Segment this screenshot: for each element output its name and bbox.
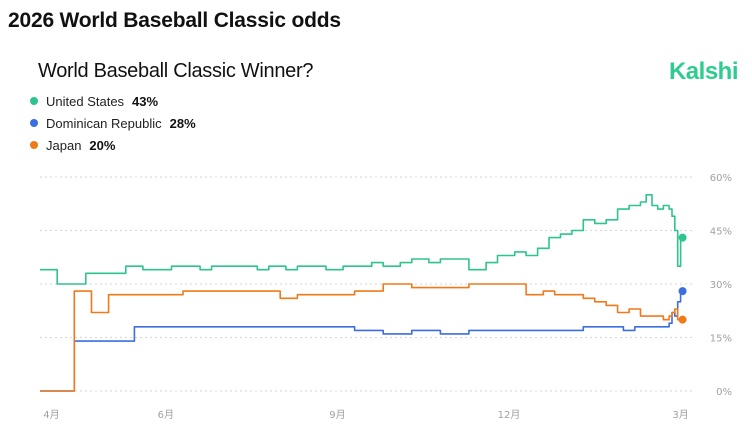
series-color-dot (30, 97, 38, 105)
x-tick-label: 9月 (329, 409, 345, 421)
legend-item-united-states[interactable]: United States 43% (30, 90, 196, 112)
kalshi-logo[interactable]: Kalshi (668, 58, 739, 85)
legend-item-japan[interactable]: Japan 20% (30, 134, 196, 156)
x-tick-label: 3月 (672, 409, 688, 421)
series-line-united-states[interactable] (40, 194, 682, 285)
legend-series-name: United States (46, 93, 125, 109)
legend-series-percent: 28% (169, 115, 196, 131)
series-color-dot (30, 119, 38, 127)
legend-series-percent: 20% (89, 137, 116, 153)
legend-series-percent: 43% (132, 93, 159, 109)
legend-series-name: Dominican Republic (46, 115, 162, 131)
y-tick-label: 15% (710, 334, 732, 345)
series-color-dot (30, 141, 38, 149)
series-line-dominican-republic[interactable] (40, 291, 682, 392)
page-heading: 2026 World Baseball Classic odds (8, 9, 341, 32)
x-tick-label: 12月 (498, 409, 521, 421)
y-tick-label: 0% (716, 387, 732, 398)
x-tick-label: 4月 (43, 409, 59, 421)
series-end-point (678, 287, 687, 296)
x-tick-label: 6月 (158, 409, 174, 421)
legend-item-dominican-republic[interactable]: Dominican Republic 28% (30, 112, 196, 134)
y-tick-label: 30% (710, 280, 732, 291)
series-end-point (678, 233, 687, 242)
chart-legend: United States 43% Dominican Republic 28%… (30, 90, 196, 156)
y-tick-label: 60% (710, 173, 732, 184)
chart-title: World Baseball Classic Winner? (38, 60, 314, 82)
y-tick-label: 45% (710, 227, 732, 238)
series-line-japan[interactable] (40, 283, 681, 392)
series-end-point (678, 315, 687, 324)
legend-series-name: Japan (46, 137, 82, 153)
